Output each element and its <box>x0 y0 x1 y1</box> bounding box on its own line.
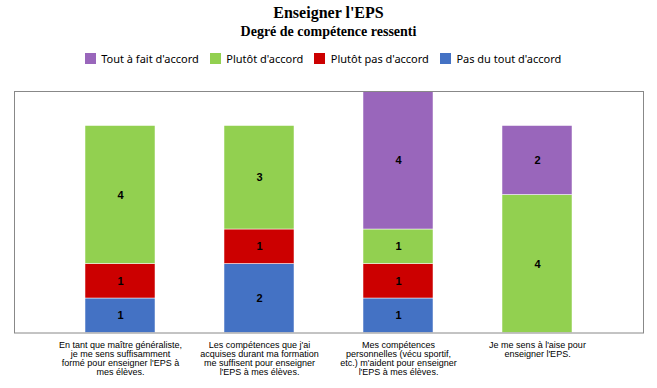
svg-text:1: 1 <box>117 274 123 286</box>
svg-text:En tant que maître généraliste: En tant que maître généraliste,je me sen… <box>59 340 182 377</box>
svg-text:Je me sens à l'aise pourenseig: Je me sens à l'aise pourenseigner l'EPS. <box>489 340 586 359</box>
html-text:Plutôt d'accord: Plutôt d'accord <box>226 51 304 66</box>
svg-text:Mes compétencespersonnelles (v: Mes compétencespersonnelles (vécu sporti… <box>340 340 456 377</box>
html-text:Enseigner l'EPS: Enseigner l'EPS <box>273 4 384 21</box>
svg-text:4: 4 <box>534 257 541 269</box>
html-text:Pas du tout d'accord: Pas du tout d'accord <box>456 51 562 66</box>
svg-text:Les compétences que j'aiacquis: Les compétences que j'aiacquises durant … <box>200 340 319 377</box>
html-text:Degré de compétence ressenti: Degré de compétence ressenti <box>240 24 417 39</box>
svg-text:3: 3 <box>256 171 262 183</box>
svg-text:4: 4 <box>395 154 402 166</box>
svg-text:1: 1 <box>256 240 262 252</box>
svg-text:2: 2 <box>534 154 540 166</box>
svg-text:1: 1 <box>395 309 401 321</box>
svg-text:4: 4 <box>117 188 124 200</box>
svg-text:2: 2 <box>256 292 262 304</box>
html-text:Tout à fait d'accord: Tout à fait d'accord <box>101 51 199 66</box>
svg-text:1: 1 <box>117 309 123 321</box>
svg-text:1: 1 <box>395 240 401 252</box>
html-text:Plutôt pas d'accord: Plutôt pas d'accord <box>330 51 429 66</box>
svg-text:1: 1 <box>395 274 401 286</box>
